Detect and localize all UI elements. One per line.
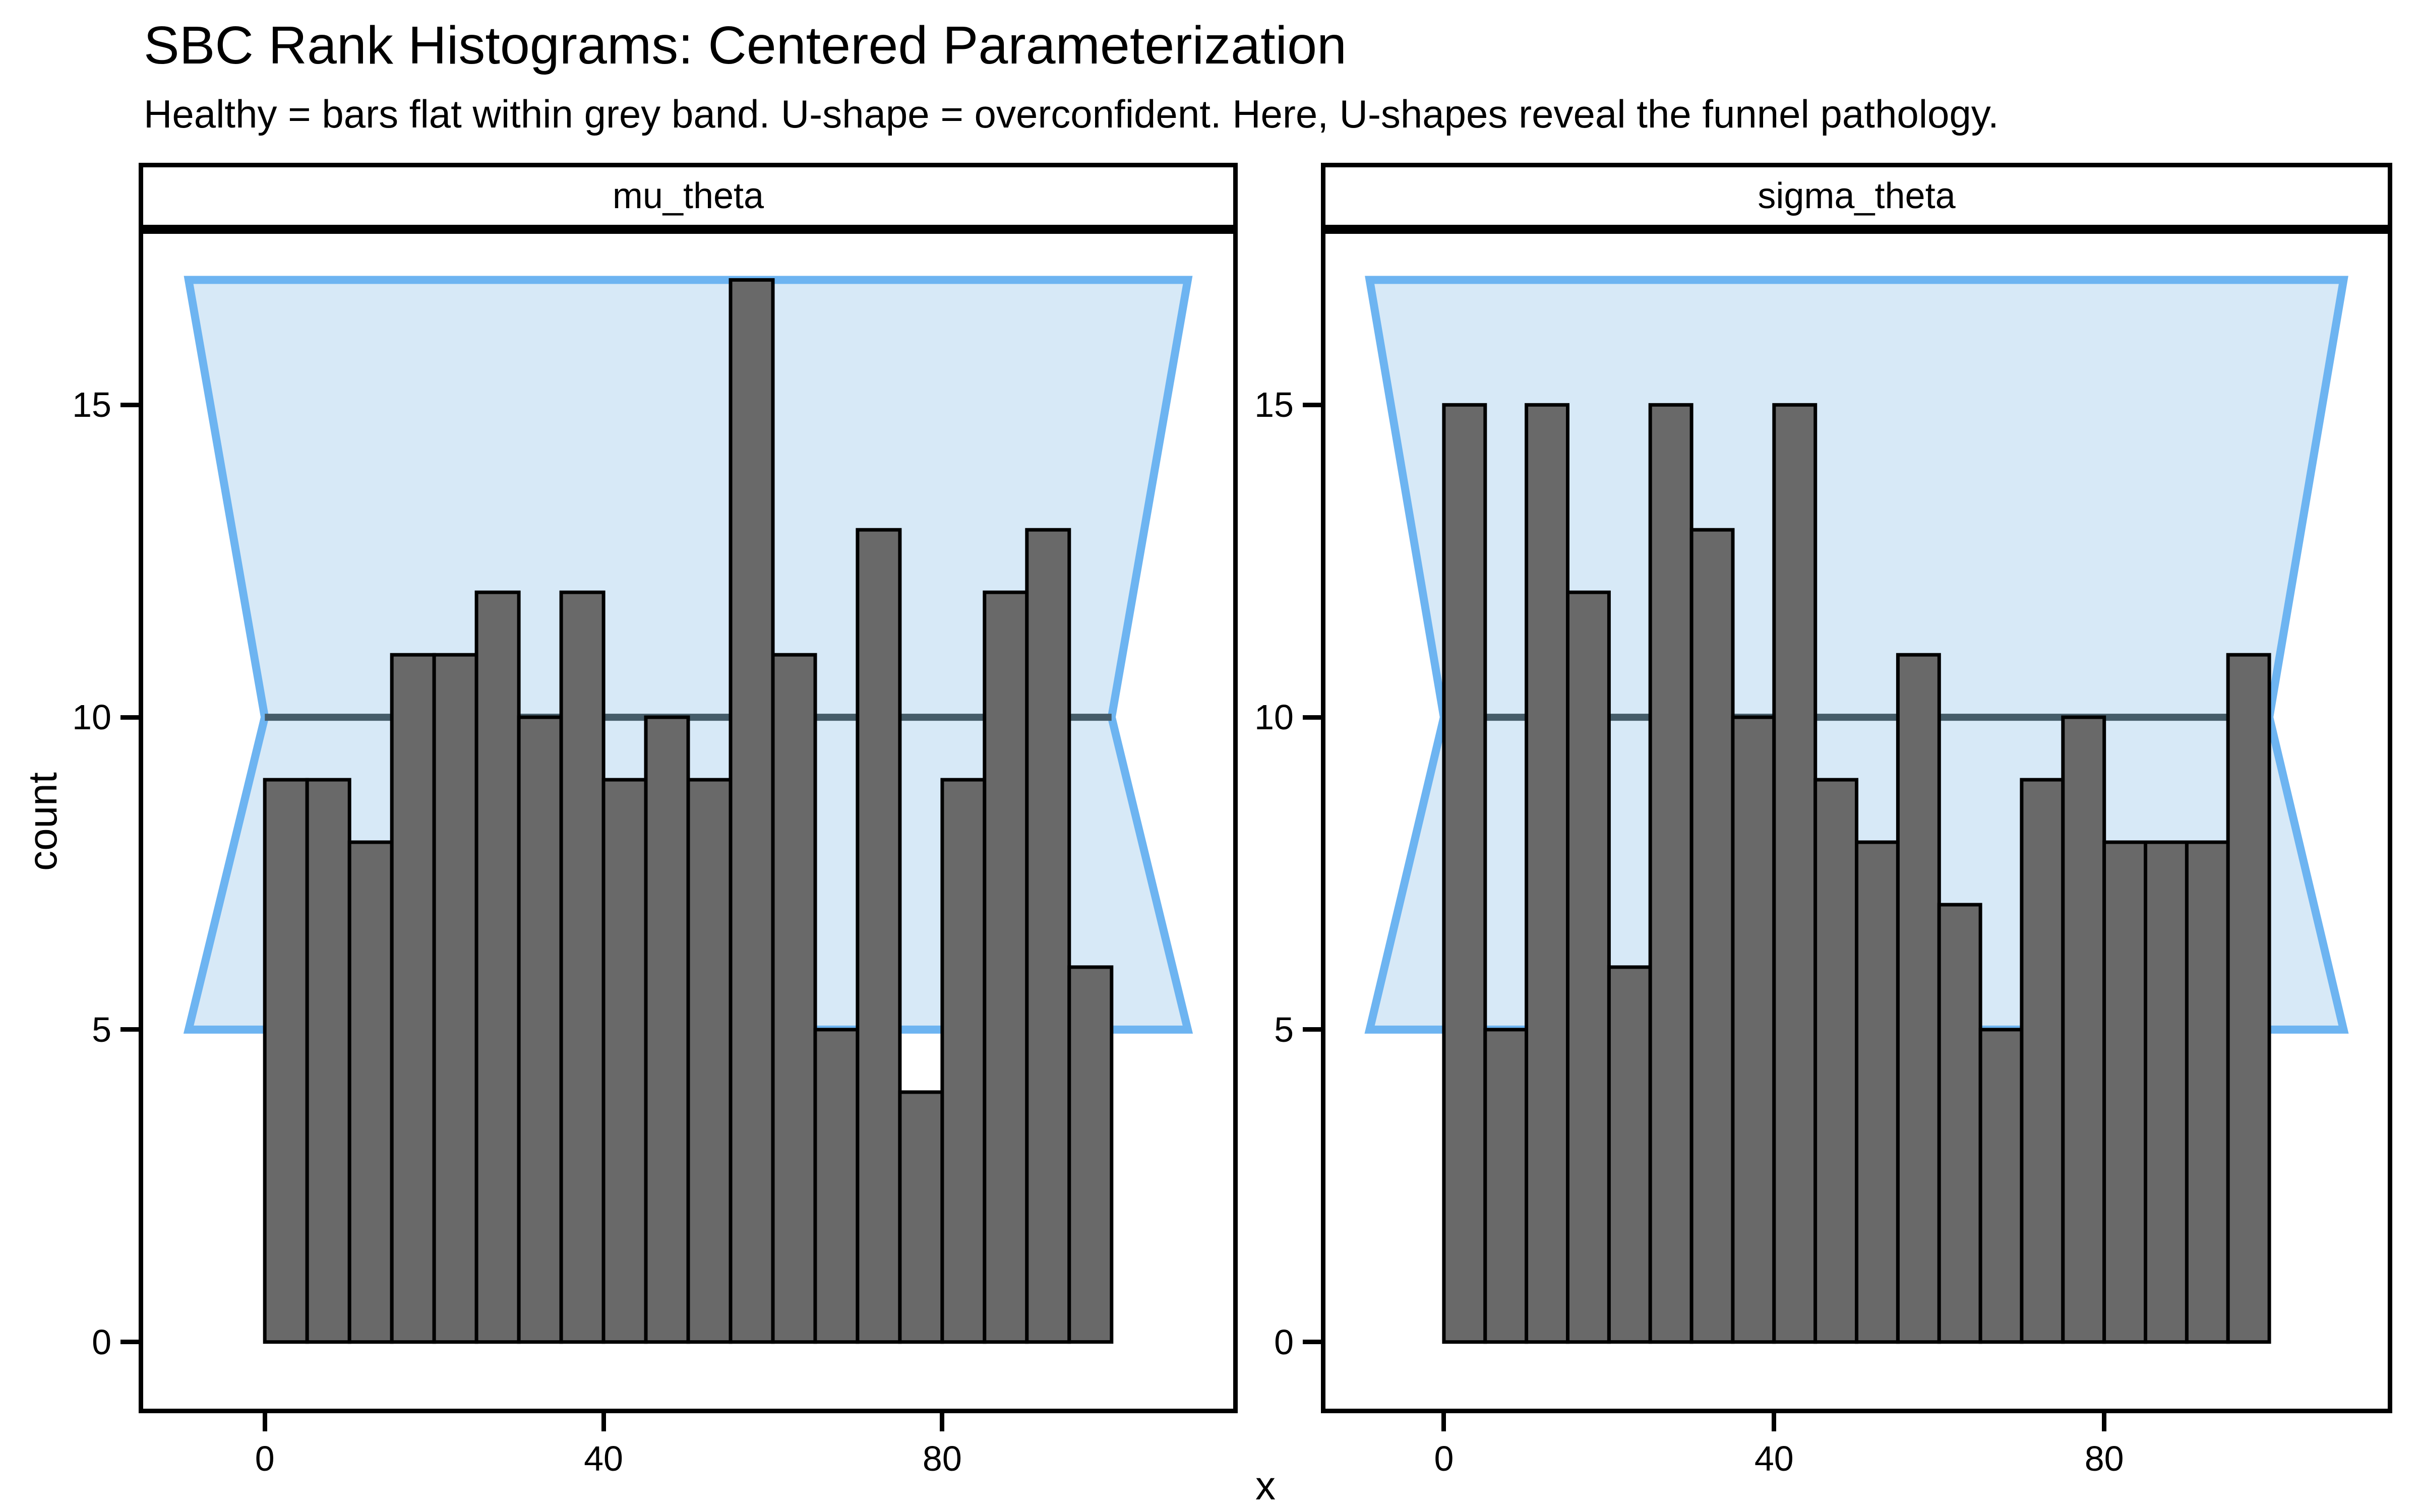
histogram-bar (771, 653, 817, 1344)
panel-plot-sigma_theta (1321, 229, 2392, 1413)
histogram-bar (1731, 715, 1776, 1344)
x-tick-label: 80 (2084, 1439, 2124, 1478)
panel-border (139, 229, 1238, 1413)
x-tick-mark (1772, 1413, 1777, 1431)
histogram-bar (1772, 403, 1818, 1344)
histogram-bar (1483, 1028, 1529, 1344)
histogram-bar (686, 778, 733, 1344)
facet-strip-label: mu_theta (612, 176, 764, 216)
y-tick-mark (120, 1340, 139, 1345)
facet-strip-mu_theta: mu_theta (139, 163, 1238, 229)
histogram-bar (1442, 403, 1487, 1344)
x-tick-label: 40 (1754, 1439, 1794, 1478)
histogram-bar (2020, 778, 2065, 1344)
y-tick-mark (1303, 1340, 1321, 1345)
y-tick-mark (120, 1027, 139, 1032)
histogram-bar (390, 653, 436, 1344)
histogram-bar (2226, 653, 2271, 1344)
histogram-bar (474, 590, 521, 1344)
y-tick-mark (1303, 1027, 1321, 1032)
histogram-bar (601, 778, 648, 1344)
x-tick-mark (940, 1413, 945, 1431)
facet-strip-label: sigma_theta (1758, 176, 1956, 216)
histogram-bar (347, 840, 394, 1344)
y-tick-mark (120, 402, 139, 407)
plot-subtitle: Healthy = bars flat within grey band. U-… (144, 92, 1999, 136)
x-tick-label: 40 (584, 1439, 623, 1478)
x-tick-mark (2102, 1413, 2107, 1431)
histogram-bar (898, 1090, 944, 1344)
facet-strip-sigma_theta: sigma_theta (1321, 163, 2392, 229)
y-tick-label: 15 (72, 385, 111, 425)
y-tick-label: 10 (72, 698, 111, 737)
histogram-bar (983, 590, 1029, 1344)
histogram-bar (1937, 903, 1982, 1344)
y-tick-mark (1303, 715, 1321, 720)
histogram-bar (644, 715, 690, 1344)
x-tick-label: 0 (1434, 1439, 1454, 1478)
histogram-bar (2144, 840, 2189, 1344)
y-tick-mark (120, 715, 139, 720)
histogram-bar (856, 528, 902, 1344)
histogram-bar (432, 653, 478, 1344)
histogram-bar (305, 778, 351, 1344)
histogram-bar (263, 778, 309, 1344)
histogram-bar (559, 590, 606, 1344)
y-axis-title: count (20, 772, 65, 871)
y-tick-label: 5 (92, 1010, 111, 1049)
y-tick-label: 15 (1254, 385, 1294, 425)
histogram-bar (1648, 403, 1693, 1344)
histogram-bar (517, 715, 563, 1344)
histogram-bar (1855, 840, 1900, 1344)
y-tick-label: 0 (1274, 1322, 1294, 1362)
x-tick-label: 80 (922, 1439, 962, 1478)
x-axis-title: x (1255, 1463, 1276, 1508)
histogram-bar (1607, 965, 1652, 1344)
histogram-bar (1525, 403, 1570, 1344)
histogram-bar (1813, 778, 1858, 1344)
histogram-bar (2102, 840, 2147, 1344)
x-tick-mark (601, 1413, 606, 1431)
plot-title: SBC Rank Histograms: Centered Parameteri… (144, 16, 1347, 75)
histogram-bar (813, 1028, 860, 1344)
histogram-bar (1896, 653, 1941, 1344)
panel-plot-mu_theta (139, 229, 1238, 1413)
y-tick-label: 10 (1254, 698, 1294, 737)
x-tick-mark (262, 1413, 267, 1431)
histogram-bar (1025, 528, 1071, 1344)
histogram-bar (729, 278, 775, 1344)
panel-border (1321, 229, 2392, 1413)
histogram-bar (2061, 715, 2106, 1344)
y-tick-mark (1303, 402, 1321, 407)
x-tick-mark (1441, 1413, 1446, 1431)
histogram-bar (940, 778, 987, 1344)
histogram-bar (1566, 590, 1611, 1344)
histogram-bar (2185, 840, 2230, 1344)
histogram-bar (1067, 965, 1114, 1344)
y-tick-label: 0 (92, 1322, 111, 1362)
histogram-bar (1689, 528, 1735, 1344)
y-tick-label: 5 (1274, 1010, 1294, 1049)
x-tick-label: 0 (255, 1439, 275, 1478)
histogram-bar (1978, 1028, 2024, 1344)
